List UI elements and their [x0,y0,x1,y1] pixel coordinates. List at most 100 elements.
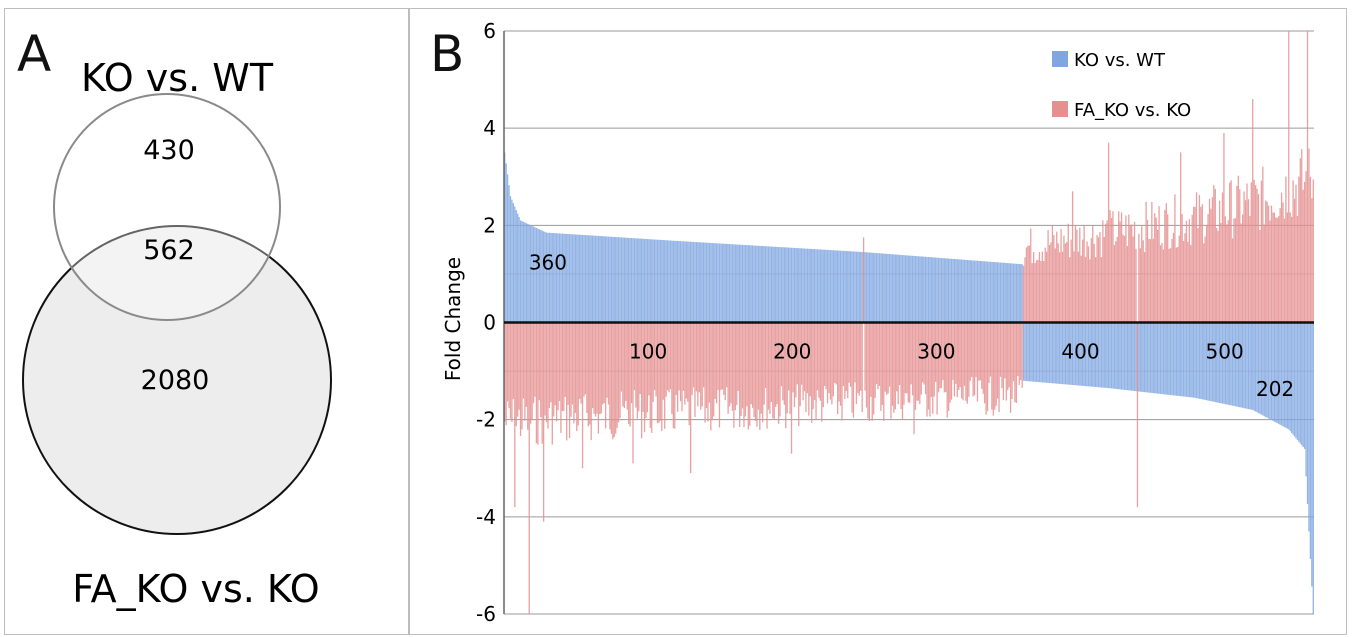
bar [623,322,625,409]
bar [897,322,899,405]
bar [554,233,556,323]
bar [1201,322,1203,400]
bar [1190,322,1192,398]
bar [792,247,794,323]
bar [668,240,670,323]
bar [1102,322,1104,388]
bar [1077,322,1079,386]
bar [763,246,765,323]
bar [591,322,594,409]
bar [604,322,607,429]
bar [1193,206,1195,323]
bar [958,259,960,323]
bar [698,242,700,323]
bar [505,163,507,323]
bar [509,196,512,323]
bar [904,255,907,323]
bar [766,246,768,323]
bar [984,322,986,404]
bar [724,322,726,401]
bar [788,322,790,391]
bar [1260,180,1263,323]
bar [1291,322,1293,433]
bar [1234,218,1237,323]
bar [1208,322,1211,401]
bar [590,322,592,441]
bar [1178,235,1180,323]
bar [1252,99,1254,323]
bar [691,241,693,323]
bar [707,242,709,323]
bar [831,322,833,405]
bar [1057,322,1059,384]
bar [991,322,993,410]
bar [646,239,649,323]
bar [561,322,564,412]
bar [999,322,1002,377]
bar [548,232,551,323]
bar [642,322,644,412]
bar [1061,322,1064,385]
bar [573,322,575,424]
bar [754,245,757,323]
bar [1076,229,1078,323]
bar [674,240,676,323]
bar [1064,322,1067,385]
bar [677,322,679,412]
bar [878,253,881,323]
bar [1093,322,1095,387]
bar [1187,322,1189,397]
bar [893,254,895,323]
bar [553,322,555,417]
bar [649,239,651,323]
bar [952,322,954,380]
bar [1252,322,1254,410]
bar [664,322,666,429]
bar [689,241,692,323]
bar [945,322,947,393]
bar [587,322,589,427]
bar [1155,217,1157,323]
bar [519,220,522,323]
bar [574,322,576,413]
bar [547,322,549,429]
bar [1201,204,1203,323]
bar [610,322,613,434]
bar [1051,322,1054,384]
bar [636,238,638,323]
bar [760,245,762,323]
bar [1116,236,1118,323]
bar [596,235,598,323]
bar [1213,322,1215,402]
bar [628,322,630,425]
bar [914,322,917,410]
bar [1283,218,1286,323]
bar [1097,322,1100,388]
bar [880,322,882,411]
bar [1269,322,1271,420]
bar [540,229,542,323]
bar [1165,203,1167,323]
bar [1128,214,1130,323]
bar [975,260,977,323]
bar [1211,322,1214,402]
bar [626,322,628,410]
bar [932,322,934,414]
bar [652,239,654,323]
bar [790,322,793,454]
bar [1053,322,1055,384]
bar [874,252,876,323]
bar [939,322,941,389]
bar [1161,322,1163,395]
bar [532,226,535,323]
bar [1230,322,1232,406]
bar [1253,179,1255,323]
bar [1034,322,1036,382]
bar [681,241,683,323]
bar [555,322,558,422]
bar [1071,191,1074,323]
bar [640,238,643,323]
bar [695,242,698,323]
bar [936,322,938,415]
bar [979,322,981,381]
